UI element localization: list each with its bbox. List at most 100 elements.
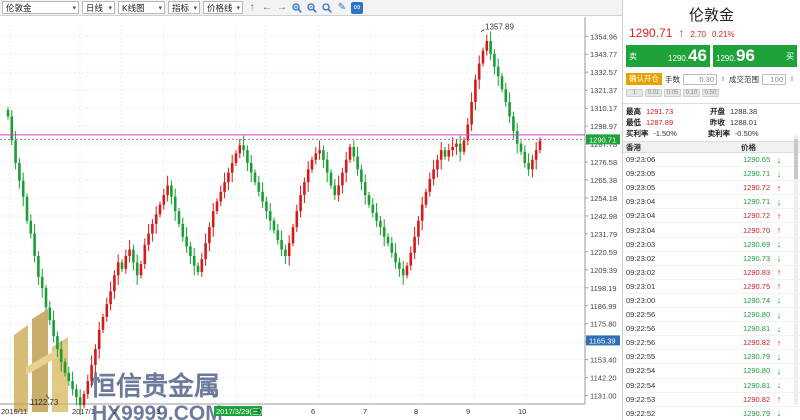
tick-row: 09:23:04 1290.72 ↑	[626, 209, 800, 224]
draw-pencil-icon[interactable]: ✎	[337, 2, 347, 13]
tick-price: 1290.72	[743, 211, 771, 221]
price-change: 2.70	[690, 30, 706, 39]
link-icon[interactable]: ∞	[351, 1, 363, 14]
candle-body	[367, 195, 371, 205]
candle-body	[272, 220, 276, 231]
chart-type-select[interactable]: K线图 ▾	[118, 1, 165, 14]
range-label: 成交范围	[729, 74, 759, 84]
x-tick-label: 9	[466, 407, 470, 416]
range-spinner-icon[interactable]: ⇕	[789, 76, 795, 83]
range-input[interactable]: 100	[762, 73, 786, 85]
candle-body	[227, 172, 230, 183]
candle-body	[173, 196, 177, 212]
sell-button[interactable]: 卖 1290. 46	[626, 45, 710, 67]
down-arrow-icon: ↓	[776, 365, 782, 376]
candle-body	[462, 140, 466, 152]
candle-body	[200, 259, 204, 273]
candle-body	[147, 233, 150, 245]
qty-step-button[interactable]: 0.01	[645, 89, 662, 97]
y-tick-label: 1142.20	[590, 374, 617, 383]
candle-body	[280, 239, 283, 250]
candle-body	[143, 244, 147, 265]
candle-body	[318, 150, 321, 154]
tick-price: 1290.82	[743, 338, 771, 348]
tick-row: 09:22:56 1290.82 ↑	[626, 336, 800, 351]
marker-price-box	[586, 335, 620, 346]
zoom-in-icon[interactable]	[291, 2, 303, 14]
candle-body	[523, 151, 527, 163]
tick-price: 1290.73	[743, 253, 771, 263]
price-line-select[interactable]: 价格线 ▾	[203, 1, 243, 14]
instrument-select[interactable]: 伦敦金 ▾	[2, 1, 79, 14]
tick-row: 09:23:02 1290.73 ↓	[626, 252, 800, 266]
candle-body	[97, 329, 101, 350]
candle-body	[162, 195, 166, 205]
candle-body	[78, 397, 82, 406]
candle-body	[246, 150, 249, 163]
candle-body	[352, 146, 356, 157]
arrow-right-icon[interactable]: →	[277, 2, 287, 13]
candle-body	[485, 41, 489, 51]
tick-price: 1290.83	[743, 267, 771, 277]
up-arrow-icon: ↑	[678, 26, 685, 40]
candle-body	[496, 66, 500, 77]
y-tick-label: 1265.38	[590, 176, 617, 185]
candle-body	[515, 130, 519, 144]
arrow-up-icon[interactable]: ↑	[249, 2, 255, 13]
candle-body	[18, 162, 21, 181]
x-tick-label: 8	[414, 407, 418, 416]
zoom-out-icon[interactable]	[306, 2, 318, 14]
buy-button[interactable]: 1290. 96 买	[713, 45, 797, 67]
qty-step-button[interactable]: 0.50	[702, 89, 719, 97]
candle-body	[211, 211, 215, 228]
candle-body	[284, 249, 287, 257]
tick-price: 1290.80	[743, 310, 771, 320]
qty-input[interactable]: 0.30	[683, 73, 717, 85]
candle-body	[215, 201, 219, 212]
scrollbar-thumb[interactable]	[794, 139, 798, 179]
down-arrow-icon: ↓	[776, 253, 782, 264]
scrollbar[interactable]	[793, 135, 799, 405]
candle-body	[299, 195, 302, 212]
candle-body	[230, 162, 234, 173]
x-tick-label: 2017/1	[72, 407, 95, 416]
candle-body	[40, 276, 44, 289]
candle-body	[52, 320, 55, 337]
candle-body	[154, 214, 158, 224]
arrow-left-icon[interactable]: ←	[262, 2, 272, 13]
tick-row: 09:22:54 1290.80 ↓	[626, 364, 800, 379]
candle-body	[314, 153, 318, 160]
candle-body	[109, 291, 112, 305]
candle-body	[44, 288, 48, 308]
x-tick-label: 3	[156, 407, 160, 416]
candle-body	[413, 236, 416, 253]
trade-buttons: 卖 1290. 46 1290. 96 买	[623, 45, 800, 67]
qty-step-button[interactable]: 1	[626, 89, 643, 97]
candle-body	[534, 150, 538, 160]
candle-body	[249, 162, 253, 173]
y-tick-label: 1131.00	[590, 392, 617, 401]
qty-step-button[interactable]: 0.10	[683, 89, 700, 97]
tick-time: 09:23:00	[626, 295, 656, 305]
stat-value: 1287.89	[646, 118, 674, 127]
indicator-select[interactable]: 指标 ▾	[168, 1, 200, 14]
qty-spinner-icon[interactable]: ⇕	[720, 76, 726, 83]
candle-body	[489, 41, 492, 54]
candle-body	[14, 140, 17, 163]
candle-body	[303, 182, 306, 196]
ticks-table-header: 香港 价格	[623, 141, 800, 153]
qty-step-button[interactable]: 0.05	[664, 89, 681, 97]
confirm-open-button[interactable]: 确认开仓	[626, 73, 662, 85]
y-tick-label: 1209.39	[590, 266, 617, 275]
zoom-reset-icon[interactable]	[321, 2, 333, 14]
period-select[interactable]: 日线 ▾	[82, 1, 115, 14]
qty-label: 手数	[665, 74, 680, 84]
y-tick-label: 1332.57	[590, 68, 617, 77]
high-price-label: 1357.89	[485, 23, 514, 32]
tick-time: 09:22:56	[626, 310, 656, 320]
candle-body	[135, 262, 139, 276]
chevron-down-icon: ▾	[236, 4, 240, 12]
sell-price: 1290. 46	[668, 46, 707, 66]
